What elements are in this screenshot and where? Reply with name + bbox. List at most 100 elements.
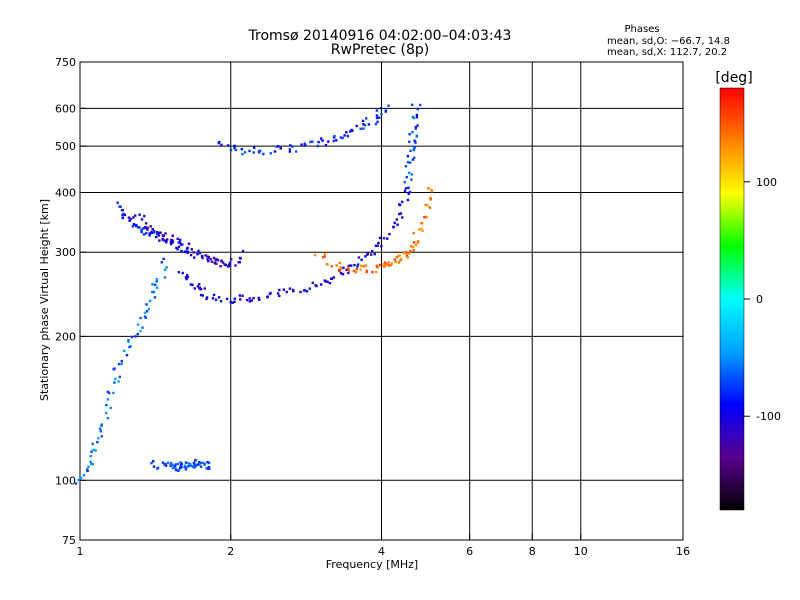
echo-point-1-118 [178, 241, 182, 244]
echo-point-4-325 [413, 145, 417, 148]
echo-point-2-167 [266, 295, 269, 298]
echo-point-1-104 [157, 231, 161, 235]
echo-point-3-250 [259, 149, 262, 152]
echo-point-1-109 [158, 239, 161, 242]
x-tick-label-2: 4 [378, 545, 385, 558]
echo-point-0-35 [113, 367, 116, 370]
echo-point-0-44 [127, 340, 130, 343]
echo-point-3-289 [362, 127, 365, 130]
echo-point-5-348 [330, 265, 333, 268]
echo-point-1-106 [156, 232, 159, 235]
echo-point-2-165 [257, 296, 260, 300]
echo-point-5-382 [387, 261, 390, 264]
echo-point-2-204 [356, 263, 360, 266]
echo-point-5-387 [399, 259, 402, 262]
echo-point-6-473 [209, 257, 212, 261]
echo-point-7-527 [187, 464, 190, 468]
colorbar-tick-label-1: 0 [756, 293, 763, 306]
echo-point-2-185 [315, 284, 318, 288]
y-tick-label-2: 200 [55, 330, 76, 343]
echo-point-1-73 [116, 201, 119, 204]
echo-point-2-218 [386, 237, 389, 240]
echo-point-3-259 [288, 148, 292, 151]
echo-point-3-247 [252, 151, 255, 154]
echo-point-2-170 [278, 294, 281, 298]
echo-point-0-58 [148, 299, 152, 302]
echo-point-6-461 [193, 256, 196, 259]
echo-point-4-340 [411, 103, 414, 106]
echo-point-0-0 [74, 482, 78, 485]
echo-point-5-344 [323, 255, 326, 258]
echo-point-1-86 [131, 225, 134, 228]
echo-point-7-495 [150, 461, 153, 465]
echo-point-6-449 [177, 245, 181, 249]
echo-point-6-437 [164, 232, 167, 235]
echo-point-2-153 [233, 300, 236, 303]
echo-points [74, 103, 434, 485]
echo-point-5-389 [397, 261, 401, 264]
echo-point-6-494 [241, 249, 245, 253]
echo-point-4-334 [416, 124, 419, 127]
echo-point-0-11 [90, 450, 93, 453]
echo-point-6-460 [192, 251, 195, 254]
echo-point-2-193 [330, 277, 333, 280]
echo-point-4-327 [413, 139, 416, 142]
echo-point-2-215 [380, 245, 383, 248]
echo-point-2-162 [250, 299, 253, 302]
echo-point-7-506 [166, 461, 170, 464]
echo-point-6-425 [143, 214, 146, 218]
echo-point-6-480 [219, 265, 222, 268]
echo-point-4-313 [407, 171, 411, 174]
echo-point-0-12 [92, 448, 95, 452]
echo-point-2-180 [303, 289, 307, 292]
echo-point-2-136 [198, 283, 201, 286]
echo-point-0-30 [113, 381, 116, 384]
echo-point-2-186 [320, 283, 323, 286]
echo-point-5-408 [421, 229, 424, 233]
echo-point-1-76 [121, 208, 124, 212]
echo-point-2-210 [370, 253, 373, 256]
echo-point-0-25 [105, 404, 108, 407]
y-tick-label-6: 600 [55, 102, 76, 115]
echo-point-6-453 [185, 247, 189, 250]
echo-point-5-396 [407, 252, 411, 255]
echo-point-2-217 [378, 236, 382, 240]
echo-point-0-18 [99, 430, 102, 433]
echo-point-1-97 [142, 233, 146, 236]
echo-point-0-66 [155, 278, 158, 281]
echo-point-3-298 [375, 116, 379, 120]
echo-point-5-360 [354, 271, 357, 274]
echo-point-0-36 [120, 362, 123, 366]
echo-point-2-160 [248, 300, 251, 303]
echo-point-0-40 [125, 354, 129, 357]
echo-point-3-295 [374, 122, 378, 126]
echo-point-0-68 [165, 266, 168, 269]
echo-point-4-309 [407, 186, 410, 189]
echo-point-2-175 [291, 288, 295, 292]
echo-point-2-201 [350, 264, 353, 267]
echo-point-2-216 [377, 241, 380, 245]
echo-point-0-50 [136, 323, 140, 326]
echo-point-2-233 [407, 192, 410, 195]
echo-point-6-456 [186, 250, 189, 253]
echo-point-3-268 [309, 140, 312, 144]
echo-point-5-395 [402, 251, 406, 255]
x-axis-label: Frequency [MHz] [326, 558, 418, 571]
echo-point-3-281 [341, 136, 344, 140]
echo-point-6-427 [140, 218, 144, 221]
echo-point-6-448 [177, 241, 180, 244]
echo-point-0-2 [79, 476, 83, 480]
echo-point-7-553 [206, 461, 209, 464]
echo-point-5-381 [390, 262, 393, 265]
echo-point-2-190 [328, 281, 332, 285]
echo-point-2-142 [199, 293, 203, 297]
echo-point-6-434 [157, 234, 161, 237]
echo-point-7-549 [198, 462, 201, 466]
echo-point-4-330 [415, 134, 418, 137]
echo-point-1-81 [128, 219, 131, 222]
echo-point-3-293 [367, 123, 371, 126]
echo-point-0-7 [89, 460, 92, 464]
echo-point-1-121 [180, 249, 183, 253]
echo-point-6-488 [234, 264, 237, 267]
echo-point-5-403 [414, 243, 418, 247]
